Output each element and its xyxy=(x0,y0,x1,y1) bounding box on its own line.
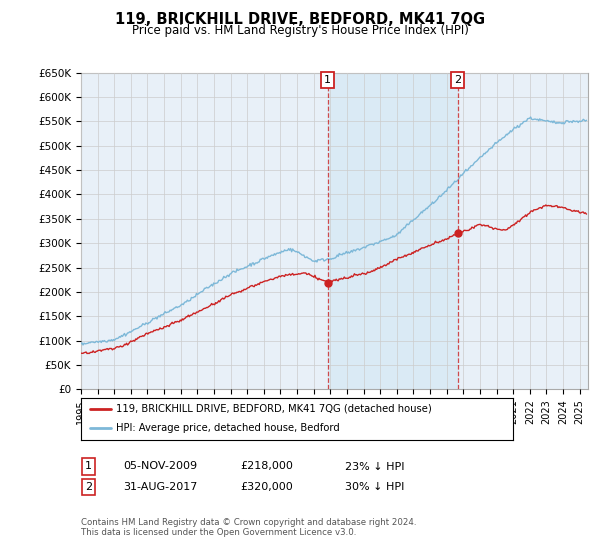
Text: 31-AUG-2017: 31-AUG-2017 xyxy=(123,482,197,492)
Text: 119, BRICKHILL DRIVE, BEDFORD, MK41 7QG: 119, BRICKHILL DRIVE, BEDFORD, MK41 7QG xyxy=(115,12,485,27)
Text: £320,000: £320,000 xyxy=(240,482,293,492)
Text: 119, BRICKHILL DRIVE, BEDFORD, MK41 7QG (detached house): 119, BRICKHILL DRIVE, BEDFORD, MK41 7QG … xyxy=(116,404,431,414)
Text: 23% ↓ HPI: 23% ↓ HPI xyxy=(345,461,404,472)
Text: 2: 2 xyxy=(454,75,461,85)
Text: Price paid vs. HM Land Registry's House Price Index (HPI): Price paid vs. HM Land Registry's House … xyxy=(131,24,469,37)
Text: 05-NOV-2009: 05-NOV-2009 xyxy=(123,461,197,472)
Text: 2: 2 xyxy=(85,482,92,492)
Text: 1: 1 xyxy=(85,461,92,472)
Text: £218,000: £218,000 xyxy=(240,461,293,472)
Bar xyxy=(328,73,458,389)
Text: 30% ↓ HPI: 30% ↓ HPI xyxy=(345,482,404,492)
Text: Contains HM Land Registry data © Crown copyright and database right 2024.
This d: Contains HM Land Registry data © Crown c… xyxy=(81,518,416,538)
Text: 1: 1 xyxy=(324,75,331,85)
Text: HPI: Average price, detached house, Bedford: HPI: Average price, detached house, Bedf… xyxy=(116,423,340,433)
